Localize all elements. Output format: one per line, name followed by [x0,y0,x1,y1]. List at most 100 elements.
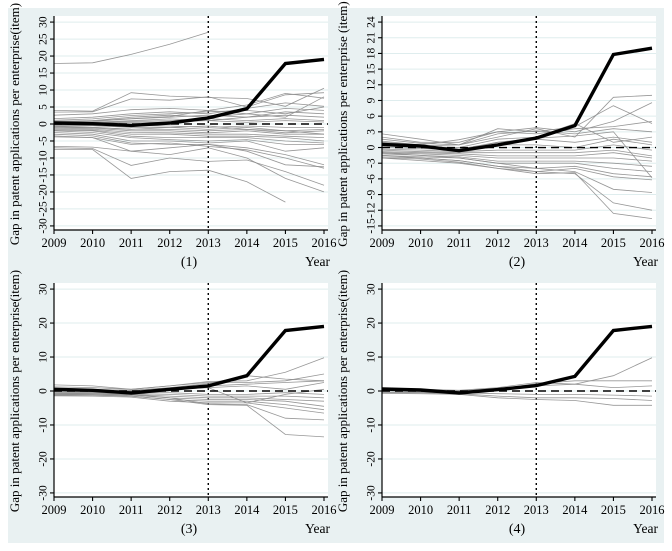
x-tick-label: 2009 [42,503,67,517]
panel-2: -15 -12 -9 -6 -3 0 3 6 9 12 15 18 21 24 2009 2010 2011 20… [335,1,665,275]
y-tick-label: 0 [38,121,50,127]
placebo-line [381,155,653,211]
y-tick-label: 10 [38,84,50,96]
placebo-line [381,151,653,159]
x-tick-label: 2016 [312,503,337,517]
x-tick-label: 2013 [524,236,549,250]
x-tick-label: 2012 [157,503,182,517]
x-tick-label: 2009 [370,236,395,250]
panel-1: -30 -25 -20 -15 -10 -5 0 5 10 15 20 25 30 2009 2010 201… [7,3,337,275]
x-tick-label: 2011 [119,236,144,250]
panel-caption: (1) [181,255,198,270]
y-tick-label: 30 [366,283,378,295]
y-tick-label: -15 [366,218,378,234]
y-tick-label: -30 [366,485,378,501]
panel-1-chart: -30-25-20-15-10 -5 0 5 10 15 20 25 30 2009 2010 201… [7,3,337,270]
plot-area [382,16,656,230]
y-tick-label: -10 [366,417,378,433]
placebo-line [381,157,653,181]
treatment-line [53,324,325,395]
y-tick-label: -12 [366,202,378,218]
panel-4-chart: -30 -20 -10 0 10 20 30 2009 2010 2011 2012 2013 2014… [335,270,665,537]
panel-caption: (2) [509,255,526,270]
placebo-line [381,105,653,146]
y-tick-label: -10 [38,150,50,166]
x-tick-label: 2013 [196,236,221,250]
y-tick-label: 0 [38,388,50,394]
x-tick-label: 2015 [601,236,626,250]
x-tick-label: 2010 [80,503,105,517]
y-tick-label: 20 [38,50,50,62]
y-tick-label: 24 [366,16,378,28]
placebo-line [53,394,325,438]
placebo-line [53,147,325,186]
y-axis-title: Gap in patent applications per enterpris… [7,3,22,245]
placebo-line [53,31,209,64]
placebo-line [53,373,325,390]
x-tick-label: 2013 [196,503,221,517]
panel-caption: (3) [181,522,198,537]
placebo-line [53,128,325,142]
x-tick-label: 2012 [485,503,510,517]
panel-4: -30 -20 -10 0 10 20 30 2009 2010 2011 2012 2013 2014… [335,270,665,543]
placebo-line [381,152,653,193]
x-tick-label: 2011 [447,236,472,250]
placebo-line [381,155,653,172]
y-tick-label: 9 [366,97,378,103]
placebo-line [53,129,325,144]
placebo-line [54,394,325,407]
placebo-line [381,393,652,406]
placebo-line [53,87,325,112]
placebo-line [381,121,653,146]
y-tick-label: 5 [38,104,50,110]
y-tick-label: 30 [38,283,50,295]
y-tick-label: -10 [38,417,50,433]
y-tick-label: 30 [38,16,50,28]
x-tick-label: 2012 [157,236,182,250]
placebo-line [381,138,653,151]
panel-3-chart: -30 -20 -10 0 10 20 30 2009 2010 2011 2012 2013 2014… [7,270,337,537]
x-tick-label: 2015 [601,503,626,517]
x-tick-label: 2014 [562,503,588,517]
x-tick-label: 2009 [370,503,395,517]
placebo-line [53,392,325,421]
treatment-line [381,46,653,153]
y-tick-label: 10 [38,351,50,363]
x-axis-title: Year [633,521,658,536]
y-tick-label: 20 [38,317,50,329]
placebo-line [381,149,653,157]
panel-2-chart: -15-12 -9 -6 -3 0 3 6 9 12 15 18 21 24 2009 2010 2011 20… [335,1,665,270]
y-tick-label: -9 [366,190,378,200]
y-tick-label: 10 [366,351,378,363]
placebo-line [53,96,325,123]
placebo-line [53,135,325,193]
x-tick-label: 2014 [234,503,260,517]
y-tick-label: 15 [38,67,50,79]
placebo-line [53,357,325,390]
x-tick-label: 2011 [119,503,144,517]
x-axis-title: Year [305,254,330,269]
y-tick-label: 6 [366,113,378,119]
y-tick-label: 12 [366,79,378,91]
x-axis-title: Year [633,254,658,269]
y-tick-label: 18 [366,47,378,59]
y-tick-label: 0 [366,144,378,150]
placebo-line [53,125,325,135]
placebo-line [54,149,286,203]
placebo-line [53,92,325,113]
y-tick-label: 21 [366,32,378,44]
y-tick-label: 20 [366,317,378,329]
placebo-line [53,111,325,123]
x-tick-label: 2010 [80,236,105,250]
x-tick-label: 2010 [408,236,433,250]
placebo-test-figure: -30 -25 -20 -15 -10 -5 0 5 10 15 20 25 30 2009 2010 201… [7,1,665,543]
placebo-line [53,127,325,138]
y-tick-label: 25 [38,33,50,45]
x-tick-label: 2016 [640,236,665,250]
y-tick-label: -6 [366,174,378,184]
placebo-line [381,152,653,162]
y-axis-title: Gap in patent applications per enterpris… [335,270,350,512]
x-tick-label: 2009 [42,236,67,250]
panel-3: -30 -20 -10 0 10 20 30 2009 2010 2011 2012 2013 2014… [7,270,337,543]
placebo-line [381,157,653,219]
